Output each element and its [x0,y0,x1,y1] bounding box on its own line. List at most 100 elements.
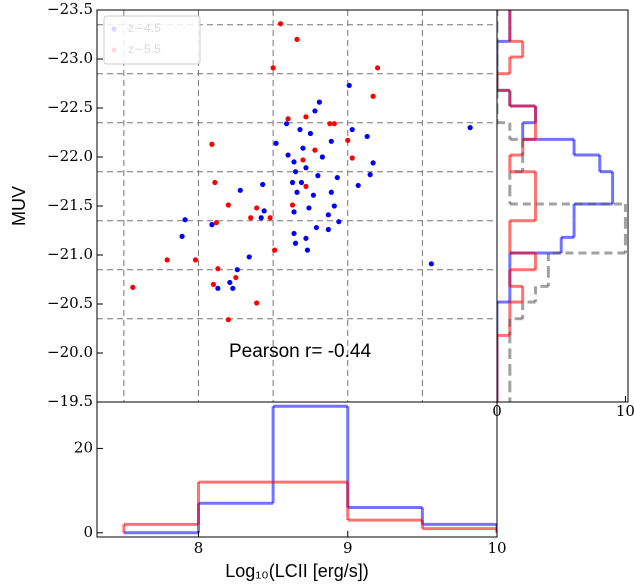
y-tick-label: −19.5 [47,392,93,410]
y-tick-label: −22.5 [47,98,93,116]
scatter-point [467,125,473,131]
scatter-point [192,257,199,263]
plot-area [497,10,627,402]
scatter-point [303,165,309,171]
scatter-point [233,274,239,281]
scatter-point [374,65,381,71]
x-tick-label: 10 [616,402,634,420]
y-tick-label: 20 [74,438,93,456]
scatter-point [182,217,188,223]
scatter-point [328,138,334,144]
y-tick-label: −23.0 [47,49,93,67]
scatter-point [213,220,220,226]
scatter-point [289,202,296,208]
x-tick-label: 8 [194,539,204,557]
scatter-point [225,202,231,208]
scatter-point [272,247,278,253]
scatter-point [285,116,291,122]
scatter-point [307,130,314,137]
scatter-point [248,215,254,221]
y-tick-label: −21.0 [47,245,93,263]
y-axis-label: MUV [9,186,29,226]
scatter-point [310,192,317,198]
y-tick-label: 0 [83,523,93,541]
scatter-point [370,93,376,99]
scatter-point [273,140,279,146]
scatter-point [277,21,284,27]
y-tick-label: −23.5 [47,0,93,18]
y-tick-label: −21.5 [47,196,93,214]
scatter-point [291,209,297,215]
scatter-point [349,155,355,161]
scatter-point [209,222,215,228]
y-tick-label: −22.0 [47,147,93,165]
x-axis-label: Log₁₀(LCII [erg/s]) [225,561,369,581]
scatter-point [209,141,215,147]
scatter-point [312,147,318,153]
scatter-point [292,240,299,246]
scatter-point [428,261,434,267]
scatter-point [297,126,303,133]
scatter-point [291,159,297,165]
scatter-point [346,82,352,89]
scatter-point [312,108,318,114]
scatter-point [364,133,370,140]
scatter-point [327,121,333,127]
scatter-point [349,126,355,133]
scatter-point [303,114,309,120]
scatter-point [292,169,299,175]
scatter-point [331,121,337,127]
scatter-point [325,212,331,218]
scatter-point [130,284,136,290]
scatter-point [289,179,296,186]
scatter-point [303,183,309,189]
scatter-point [261,208,267,214]
y-tick-label: −20.5 [47,294,93,312]
scatter-point [283,121,290,127]
annotation: Pearson r= -0.44 [229,341,371,362]
scatter-point [260,181,266,188]
scatter-point [336,219,342,225]
scatter-point [291,230,297,237]
right-frame [496,9,629,403]
scatter-point [215,266,221,272]
y-tick-label: −20.0 [47,343,93,361]
scatter-point [367,172,373,178]
scatter-point [303,235,309,241]
scatter-point [370,160,376,166]
x-tick-label: 10 [487,539,506,557]
bottom-frame [96,401,498,538]
scatter-point [325,226,331,233]
scatter-point [334,174,340,181]
scatter-point [210,281,217,287]
plot-area [122,404,497,535]
scatter-point [179,233,185,239]
scatter-point [298,179,305,186]
scatter-point [230,285,236,291]
scatter-point [294,36,300,43]
scatter-point [246,254,252,260]
scatter-point [306,205,312,211]
legend-box [103,15,201,65]
scatter-point [319,154,325,160]
scatter-point [254,300,260,306]
scatter-point [254,205,260,211]
scatter-point [328,189,334,195]
scatter-point [164,257,170,263]
x-tick-label: 9 [343,539,353,557]
plot-area [97,10,497,402]
scatter-point [225,317,231,323]
scatter-point [270,65,276,71]
scatter-point [267,215,273,221]
scatter-point [212,179,218,186]
scatter-point [313,224,320,231]
scatter-point [304,247,311,253]
scatter-point [300,145,306,151]
scatter-point [294,189,300,195]
scatter-point [227,279,233,286]
scatter-point [234,267,240,273]
scatter-point [331,203,337,209]
scatter-point [300,157,306,163]
